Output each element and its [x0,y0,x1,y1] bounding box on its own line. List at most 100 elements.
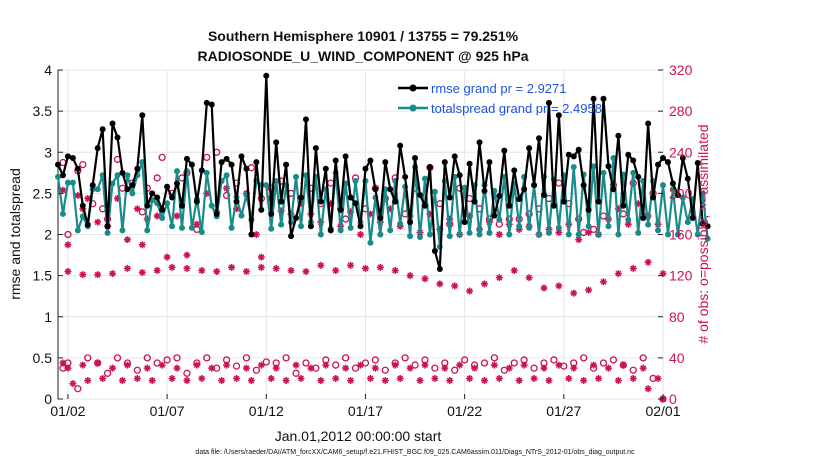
series-point-totalspread [407,233,414,240]
series-point-rmse [74,165,81,172]
series-point-totalspread [526,224,533,231]
series-point-totalspread [694,231,701,238]
obs-assimilated-marker [342,364,350,372]
obs-assimilated-marker [118,376,126,384]
series-point-totalspread [645,221,652,228]
obs-assimilated-marker [193,361,201,369]
series-point-rmse [635,173,642,180]
x-tick-label: 01/27 [546,403,581,419]
series-point-totalspread [124,172,131,179]
series-point-rmse [139,112,146,119]
y-right-tick-label: 240 [669,144,693,160]
series-point-totalspread [397,220,404,227]
series-point-rmse [164,183,171,190]
obs-assimilated-marker [302,268,310,276]
y-left-tick-label: 2 [44,227,52,243]
obs-possible-marker [79,160,87,169]
series-point-rmse [337,206,344,213]
obs-assimilated-marker [614,205,622,213]
series-point-rmse [407,219,414,226]
obs-possible-marker [510,359,518,367]
obs-assimilated-marker [79,361,87,369]
obs-assimilated-marker [193,220,201,228]
obs-possible-marker [133,366,141,374]
obs-assimilated-marker [555,282,563,290]
obs-assimilated-marker [624,220,632,228]
series-point-rmse [610,186,617,193]
series-point-rmse [169,194,176,201]
series-point-totalspread [109,180,116,187]
series-point-rmse [466,160,473,167]
obs-assimilated-marker [406,364,414,372]
series-point-rmse [273,139,280,146]
series-point-rmse [531,182,538,189]
series-point-rmse [506,202,513,209]
obs-assimilated-marker [168,263,176,271]
obs-possible-marker [203,354,211,362]
obs-assimilated-marker [599,278,607,286]
series-point-rmse [64,153,71,160]
series-point-rmse [392,198,399,205]
obs-assimilated-marker [386,205,394,213]
obs-assimilated-marker [332,374,340,382]
series-point-totalspread [516,223,523,230]
series-point-rmse [352,200,359,207]
series-point-totalspread [570,164,577,171]
obs-possible-marker [431,364,439,372]
series-point-rmse [55,161,61,168]
obs-assimilated-marker [361,264,369,272]
series-point-rmse [595,198,602,205]
series-point-rmse [669,180,676,187]
obs-possible-marker [252,366,261,374]
obs-assimilated-marker [357,361,364,369]
series-point-rmse [203,99,210,106]
obs-assimilated-marker [183,376,191,384]
series-point-rmse [327,227,334,234]
series-point-totalspread [337,227,344,234]
series-point-totalspread [119,227,126,234]
obs-assimilated-marker [228,263,236,271]
chart-title-line2: RADIOSONDE_U_WIND_COMPONENT @ 925 hPa [197,48,528,64]
series-point-rmse [317,198,324,205]
series-point-rmse [208,101,215,108]
series-point-totalspread [293,173,300,180]
series-point-totalspread [545,229,552,236]
obs-assimilated-marker [64,364,72,372]
obs-assimilated-marker [381,376,389,384]
obs-assimilated-marker [143,364,151,372]
series-point-totalspread [660,182,666,189]
obs-assimilated-marker [436,280,444,288]
obs-possible-marker [282,354,290,362]
y-left-tick-label: 2.5 [33,185,53,201]
series-point-totalspread [228,224,235,231]
series-point-rmse [630,157,637,164]
series-point-rmse [699,220,706,227]
series-point-rmse [550,202,557,209]
series-point-rmse [367,157,374,164]
obs-assimilated-marker [436,225,444,233]
obs-assimilated-marker [292,361,300,369]
series-point-rmse [664,159,671,166]
series-point-rmse [555,112,562,119]
x-axis-label: Jan.01,2012 00:00:00 start [275,428,442,444]
obs-assimilated-marker [272,264,280,272]
series-point-totalspread [461,184,468,191]
series-point-totalspread [387,227,394,234]
obs-possible-marker [609,356,618,364]
series-point-rmse [694,159,701,166]
obs-assimilated-marker [540,284,548,292]
series-point-totalspread [169,223,176,230]
series-point-totalspread [635,229,642,236]
obs-assimilated-marker [371,364,379,372]
series-point-totalspread [347,224,354,231]
series-point-totalspread [278,221,285,228]
obs-assimilated-marker [138,269,146,277]
obs-assimilated-marker [585,228,593,236]
obs-possible-marker [599,359,608,367]
obs-assimilated-marker [109,270,117,278]
obs-assimilated-marker [585,286,593,294]
obs-possible-marker [480,359,489,367]
obs-assimilated-marker [570,289,578,297]
series-point-rmse [129,182,136,189]
